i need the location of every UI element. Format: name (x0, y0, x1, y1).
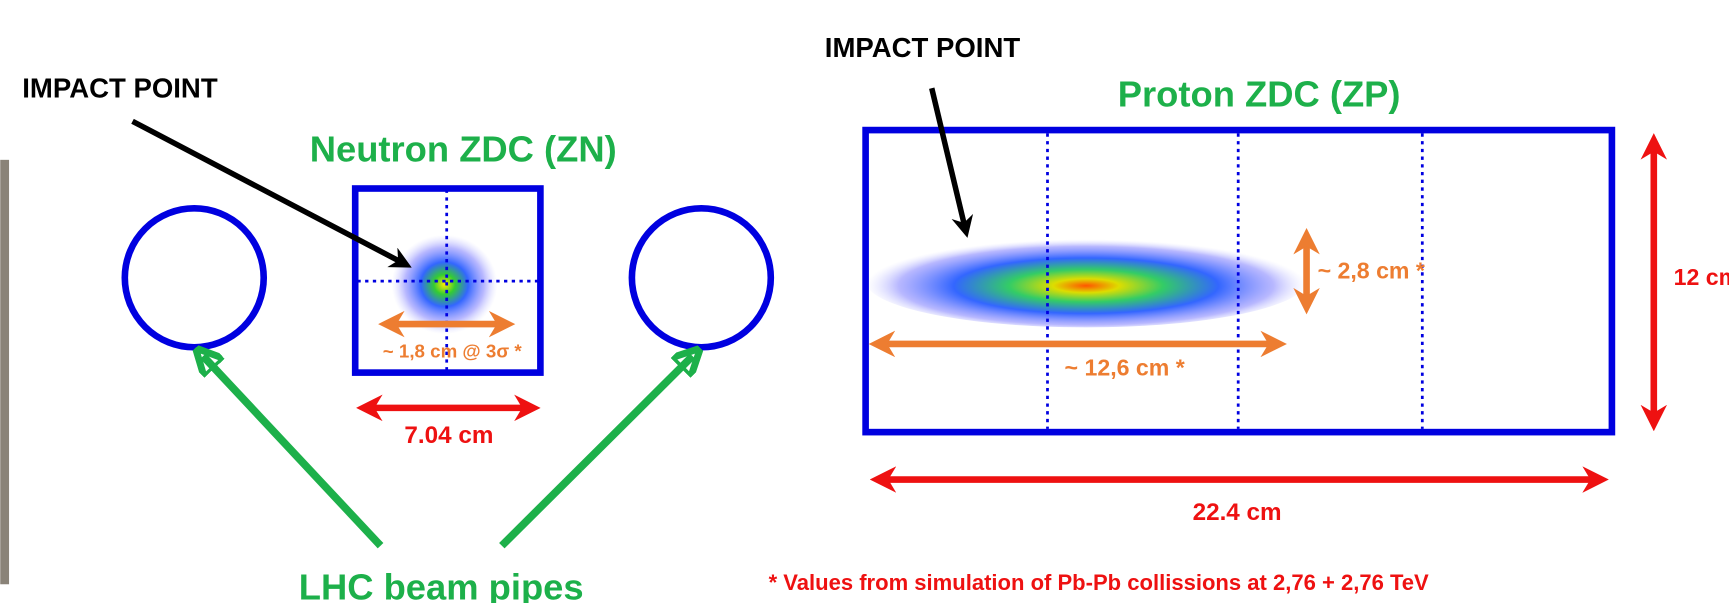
zp-box (862, 126, 1616, 436)
zp-title: Proton ZDC (ZP) (1118, 74, 1401, 115)
zp-height: 12 cm (1674, 264, 1729, 290)
impact-label: IMPACT POINT (825, 32, 1021, 63)
spot-size: ~ 1,8 cm @ 3σ * (383, 341, 523, 362)
arrow (131, 118, 412, 268)
zn-width: 7.04 cm (404, 422, 493, 449)
beam-pipe (628, 205, 775, 351)
pipes-label: LHC beam pipes (299, 566, 584, 603)
zp-heatmap (865, 234, 1307, 328)
spot-length: ~ 12,6 cm * (1065, 354, 1185, 380)
beam-pipe (121, 205, 268, 351)
spot-height: ~ 2,8 cm * (1318, 257, 1425, 283)
arrow (929, 87, 974, 238)
impact-label: IMPACT POINT (22, 73, 218, 104)
arrow (499, 356, 693, 549)
arrow (203, 356, 384, 549)
zn-heatmap (391, 234, 498, 335)
zn-box (351, 185, 544, 376)
photo-edge (0, 159, 10, 585)
footnote: * Values from simulation of Pb-Pb collis… (769, 570, 1429, 595)
zn-title: Neutron ZDC (ZN) (310, 129, 617, 170)
zp-width: 22.4 cm (1193, 499, 1282, 526)
